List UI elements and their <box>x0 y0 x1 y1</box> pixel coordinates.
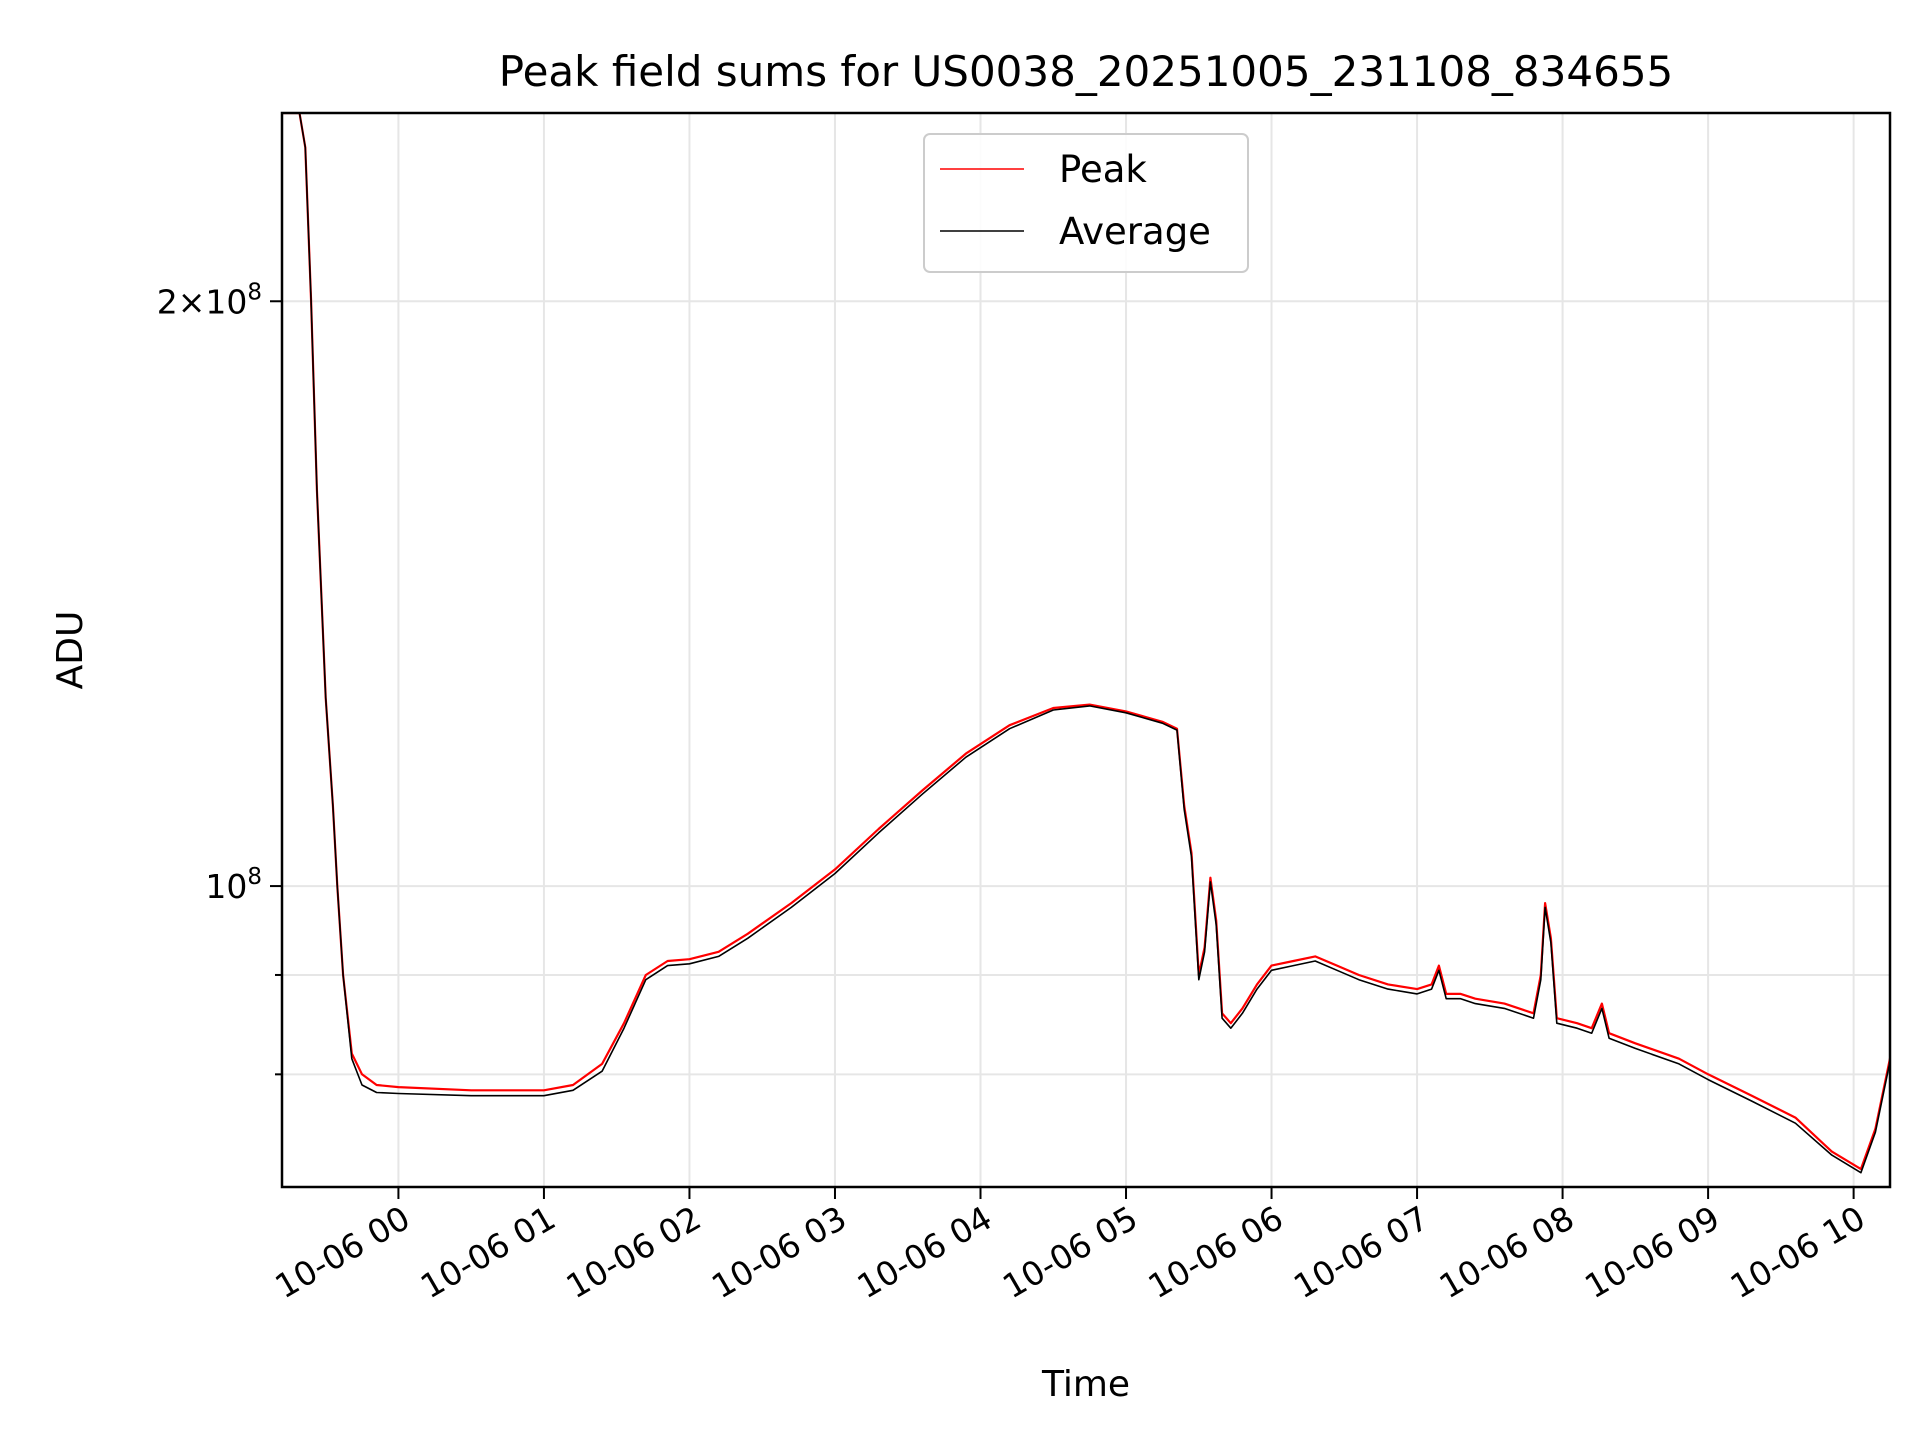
y-axis-label: ADU <box>50 611 91 690</box>
x-tick-label: 10-06 02 <box>559 1198 707 1306</box>
x-tick-label: 10-06 07 <box>1287 1198 1435 1306</box>
x-tick-label: 10-06 00 <box>268 1198 416 1306</box>
series-layer <box>282 113 1890 1174</box>
chart-title: Peak field sums for US0038_20251005_2311… <box>499 47 1674 96</box>
grid-layer <box>282 113 1890 1187</box>
legend: Peak Average <box>923 133 1249 273</box>
y-tick-label: 108 <box>205 864 262 906</box>
legend-label-peak: Peak <box>1059 148 1147 191</box>
x-tick-label: 10-06 04 <box>851 1198 999 1306</box>
x-tick-label: 10-06 01 <box>414 1198 562 1306</box>
x-tick-label: 10-06 03 <box>705 1198 853 1306</box>
legend-label-average: Average <box>1059 210 1211 253</box>
y-tick-label: 2×108 <box>157 279 262 321</box>
series-line-average <box>282 113 1890 1174</box>
x-axis-label: Time <box>1041 1364 1130 1405</box>
x-tick-label: 10-06 06 <box>1142 1198 1290 1306</box>
x-tick-label: 10-06 05 <box>996 1198 1144 1306</box>
plot-area-frame <box>280 111 1892 1189</box>
x-tick-label: 10-06 08 <box>1433 1198 1581 1306</box>
x-tick-label: 10-06 10 <box>1724 1198 1872 1306</box>
x-tick-label: 10-06 09 <box>1578 1198 1726 1306</box>
